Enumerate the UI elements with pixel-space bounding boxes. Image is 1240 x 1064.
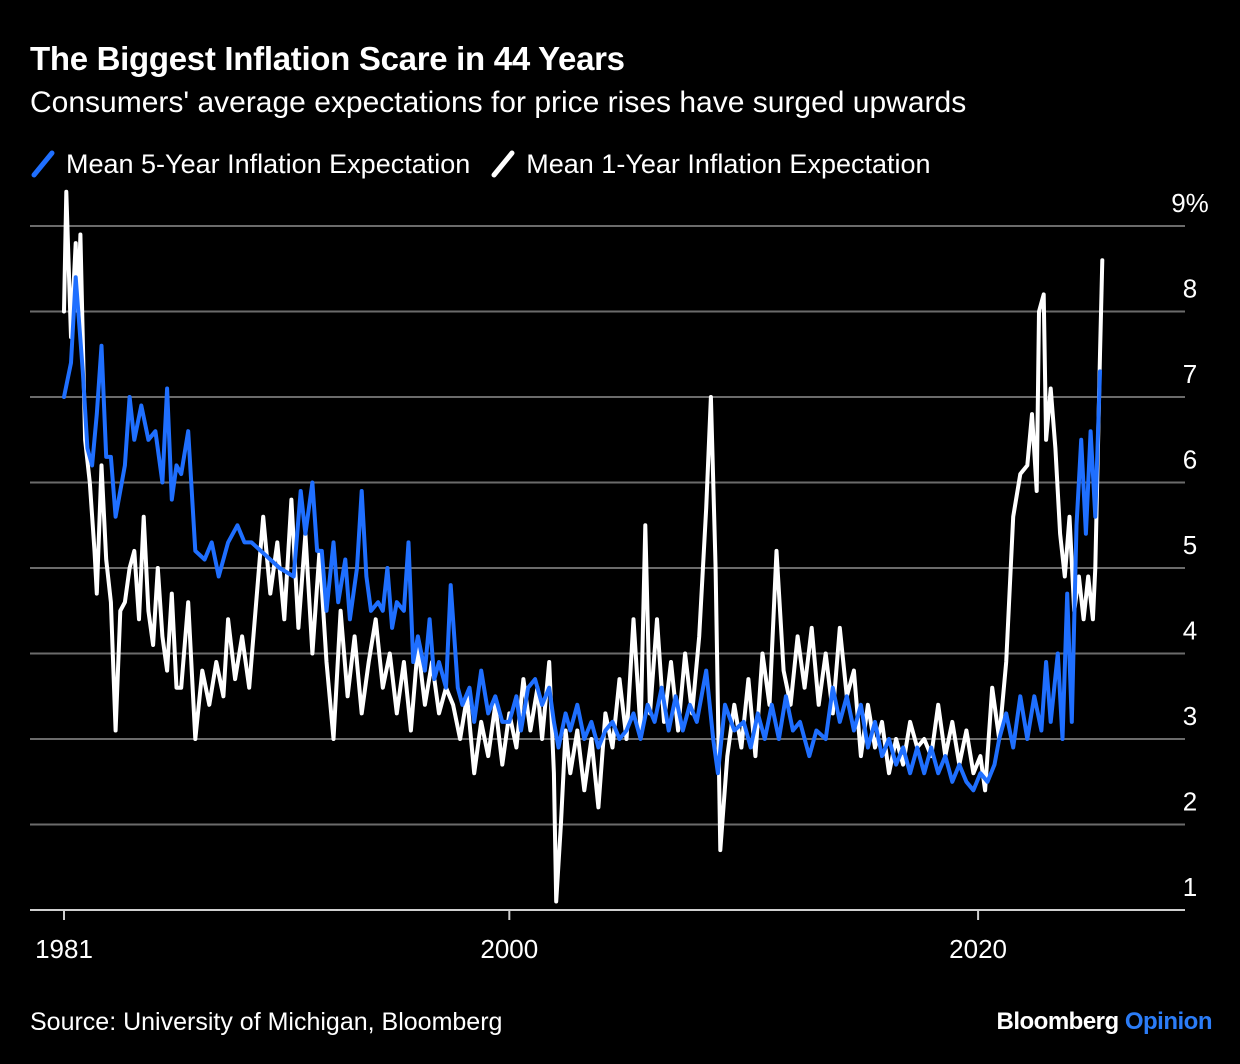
brand-secondary: Opinion [1124,1008,1213,1035]
x-tick-label: 1981 [35,934,93,964]
y-tick-label: 9% [1171,188,1209,218]
legend-label-1y: Mean 1-Year Inflation Expectation [526,148,931,179]
x-tick-label: 2020 [949,934,1007,964]
legend-item-5y: Mean 5-Year Inflation Expectation [30,149,470,180]
y-tick-label: 7 [1183,359,1197,389]
legend-item-1y: Mean 1-Year Inflation Expectation [490,148,931,180]
y-tick-label: 3 [1183,701,1197,731]
legend-swatch-1y-icon [491,150,515,178]
source-note: Source: University of Michigan, Bloomber… [30,1008,503,1036]
series-line-1y [62,189,1105,904]
series-line-5y [62,275,1102,793]
axis-layer: 9% 8 7 6 5 4 3 2 1 1981 2000 2020 [30,188,1209,964]
legend-swatch-5y-icon [31,150,55,178]
legend: Mean 5-Year Inflation Expectation Mean 1… [30,146,951,182]
chart-subtitle: Consumers' average expectations for pric… [30,86,967,119]
y-tick-label: 2 [1183,787,1197,817]
brand-primary: Bloomberg [996,1008,1120,1035]
y-tick-label: 1 [1183,872,1197,902]
legend-label-5y: Mean 5-Year Inflation Expectation [66,148,471,179]
y-tick-label: 4 [1183,616,1197,646]
y-tick-label: 6 [1183,445,1197,475]
y-tick-label: 5 [1183,530,1197,560]
chart-title: The Biggest Inflation Scare in 44 Years [30,40,625,77]
x-tick-label: 2000 [480,934,538,964]
y-tick-label: 8 [1183,274,1197,304]
series-layer [62,189,1105,904]
brand-logo: Bloomberg Opinion [997,1008,1213,1036]
